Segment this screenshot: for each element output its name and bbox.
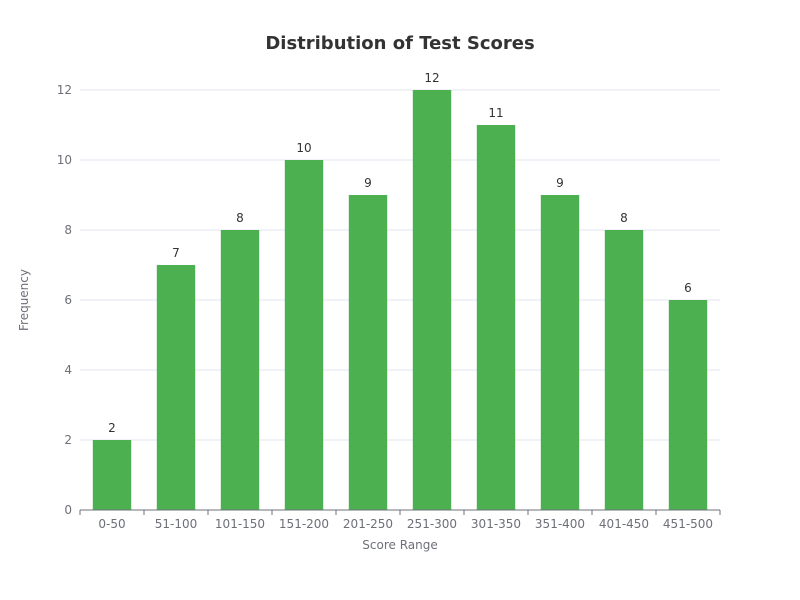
x-tick-label: 451-500 — [663, 517, 713, 531]
bar-value-label: 2 — [108, 421, 116, 435]
x-tick-label: 201-250 — [343, 517, 393, 531]
y-tick-label: 6 — [64, 293, 72, 307]
bar — [412, 90, 452, 510]
bar-value-label: 12 — [424, 71, 439, 85]
x-tick-label: 101-150 — [215, 517, 265, 531]
bar — [668, 300, 708, 510]
y-axis-ticks: 0 2 4 6 8 10 12 — [57, 83, 72, 517]
x-tick-label: 151-200 — [279, 517, 329, 531]
x-tick-label: 351-400 — [535, 517, 585, 531]
y-tick-label: 12 — [57, 83, 72, 97]
bar — [220, 230, 260, 510]
bar — [348, 195, 388, 510]
bar-value-label: 8 — [236, 211, 244, 225]
bar-value-label: 9 — [364, 176, 372, 190]
y-tick-label: 8 — [64, 223, 72, 237]
x-axis-ticks: 0-50 51-100 101-150 151-200 201-250 251-300 30… — [98, 517, 713, 531]
bar — [92, 440, 132, 510]
y-tick-label: 4 — [64, 363, 72, 377]
x-tick-label: 51-100 — [155, 517, 198, 531]
x-tick-label: 301-350 — [471, 517, 521, 531]
y-axis-title: Frequency — [17, 269, 31, 331]
bar-value-label: 7 — [172, 246, 180, 260]
x-axis — [79, 509, 721, 515]
x-axis-title: Score Range — [362, 538, 437, 552]
bar-value-label: 10 — [296, 141, 311, 155]
bar — [604, 230, 644, 510]
y-tick-label: 10 — [57, 153, 72, 167]
data-labels: 2 7 8 10 9 12 11 9 8 6 — [108, 71, 692, 435]
y-tick-label: 0 — [64, 503, 72, 517]
x-tick-label: 401-450 — [599, 517, 649, 531]
bar — [540, 195, 580, 510]
bar — [476, 125, 516, 510]
bar — [284, 160, 324, 510]
bar-value-label: 11 — [488, 106, 503, 120]
bars — [92, 90, 708, 510]
x-tick-label: 0-50 — [98, 517, 125, 531]
y-tick-label: 2 — [64, 433, 72, 447]
bar-value-label: 8 — [620, 211, 628, 225]
bar-value-label: 6 — [684, 281, 692, 295]
bar — [156, 265, 196, 510]
bar-value-label: 9 — [556, 176, 564, 190]
x-tick-label: 251-300 — [407, 517, 457, 531]
chart-title: Distribution of Test Scores — [265, 33, 534, 54]
